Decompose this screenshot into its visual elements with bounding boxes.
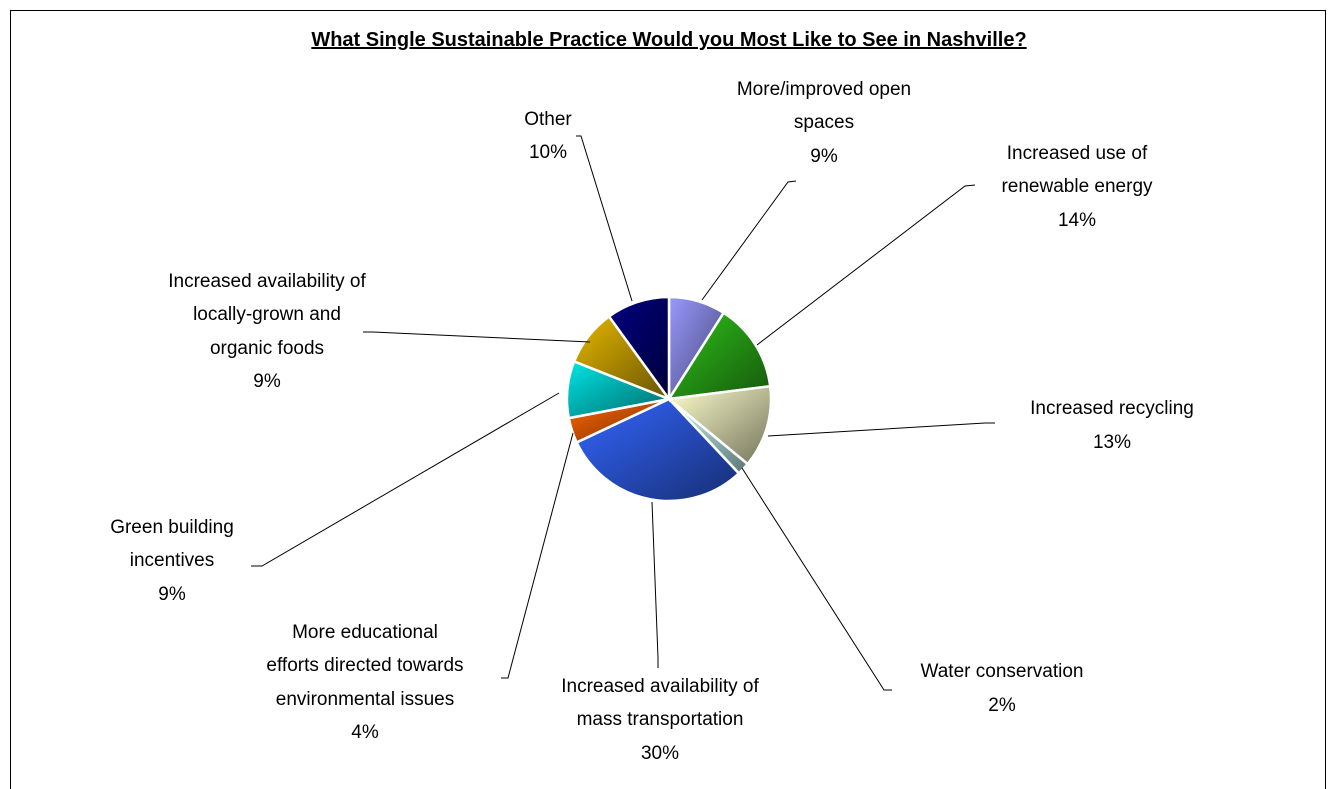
data-label-category: Green building xyxy=(110,517,234,538)
data-label-category: organic foods xyxy=(210,338,324,359)
data-label-value: 2% xyxy=(988,695,1016,716)
pie-slice-increased-use-of-renewable-energy xyxy=(666,311,772,401)
data-label-value: 30% xyxy=(641,743,679,764)
chart-title: What Single Sustainable Practice Would y… xyxy=(311,29,1027,51)
leader-line-increased-availability-of-locally-grown-and-organic-foods xyxy=(363,331,591,343)
data-label-value: 10% xyxy=(529,142,567,163)
data-label-category: More educational xyxy=(292,622,438,643)
data-label-category: incentives xyxy=(130,550,215,571)
data-label-category: renewable energy xyxy=(1001,176,1153,197)
leader-line-water-conservation xyxy=(741,467,892,691)
data-label-category: More/improved open xyxy=(737,79,911,100)
data-label-category: locally-grown and xyxy=(193,304,341,325)
data-label-category: efforts directed towards xyxy=(266,655,463,676)
data-label-value: 13% xyxy=(1093,432,1131,453)
leader-line-increased-recycling xyxy=(767,422,995,437)
pie-slice-increased-recycling xyxy=(665,384,773,466)
data-label-category: Increased use of xyxy=(1007,143,1148,164)
data-label-category: Other xyxy=(524,109,572,130)
data-label-category: mass transportation xyxy=(577,709,744,730)
leader-line-green-building-incentives xyxy=(251,392,560,567)
data-label-value: 14% xyxy=(1058,210,1096,231)
data-label-value: 9% xyxy=(253,371,281,392)
data-label-category: Water conservation xyxy=(921,661,1084,682)
data-label-category: environmental issues xyxy=(276,689,454,710)
leader-line-increased-availability-of-mass-transportation xyxy=(651,501,659,668)
data-label-category: Increased availability of xyxy=(561,676,759,697)
leader-line-more-improved-open-spaces xyxy=(701,180,797,301)
data-label-category: spaces xyxy=(794,112,854,133)
data-label-category: Increased availability of xyxy=(168,271,366,292)
pie-slice-other xyxy=(607,295,671,403)
data-label-value: 9% xyxy=(158,584,186,605)
leader-line-other xyxy=(576,135,633,302)
data-label-category: Increased recycling xyxy=(1030,398,1194,419)
data-label-value: 4% xyxy=(351,722,379,743)
leader-line-increased-use-of-renewable-energy xyxy=(756,184,976,346)
leader-line-more-educational-efforts-directed-towards-environmental-issues xyxy=(501,432,574,679)
data-label-value: 9% xyxy=(810,146,838,167)
